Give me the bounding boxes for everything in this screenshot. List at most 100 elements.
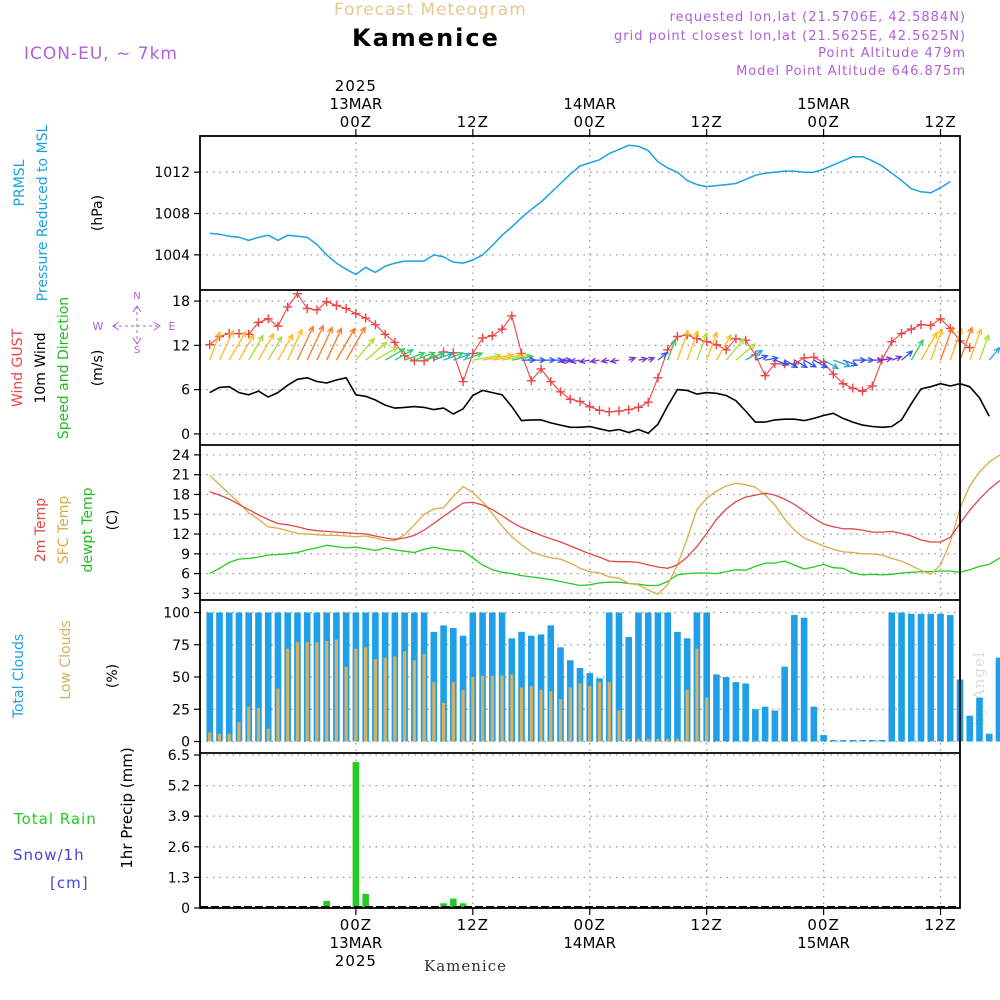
legend-prmsl: PRMSL [12,159,28,206]
wind-arrow-head [368,337,376,345]
y-tick-label: 0 [181,735,190,751]
wind-direction-arrow [881,356,894,363]
wind-arrow-shaft [218,330,234,361]
wind-arrow-shaft [277,334,294,361]
low-cloud-bar [646,738,650,742]
wind-arrow-shaft [715,334,732,361]
wind-direction-arrow [969,327,983,361]
wind-gust-marker [604,407,614,417]
wind-arrow-shaft [296,326,314,361]
total-cloud-bar [206,612,214,742]
wind-direction-arrow [765,355,780,362]
total-cloud-bar [664,612,671,742]
total-cloud-bar [820,735,827,742]
wind-direction-arrow [257,332,275,361]
wind-arrow-head [843,361,852,368]
ylabel-pressure: (hPa) [90,195,106,231]
wind-arrow-shaft [326,328,343,361]
wind-direction-arrow [676,329,690,361]
y-tick-label: 15 [172,507,190,523]
wind-direction-arrow [628,356,637,363]
y-tick-label: 1.3 [168,870,190,886]
wind-direction-arrow [384,348,406,361]
total-cloud-bar [615,612,623,742]
wind-arrow-shaft [745,350,763,361]
low-cloud-bar [461,689,465,742]
low-cloud-bar [471,677,475,742]
wind-arrow-head [391,346,399,353]
wind-arrow-shaft [511,355,534,361]
wind-arrow-head [287,333,294,341]
wind-gust-marker [556,387,566,397]
wind-gust-marker [312,305,322,315]
wind-speed-line [209,376,990,435]
low-cloud-bar [315,642,319,742]
wind-gust-marker [653,373,663,383]
total-cloud-bar [557,647,564,742]
wind-arrow-head [701,331,708,340]
total-cloud-bar [761,706,769,742]
wind-direction-arrow [443,351,465,361]
total-cloud-bar [518,631,525,742]
low-cloud-bar [675,738,680,742]
legend-low-clouds: Low Clouds [58,620,74,699]
compass-arrow-s [132,337,142,345]
wind-gust-marker [663,345,673,355]
total-cloud-bar [537,634,545,742]
wind-arrow-head [406,349,415,356]
wind-arrow-head [428,351,437,358]
total-cloud-bar [946,615,954,742]
wind-arrow-head [240,330,247,338]
wind-arrow-head [712,330,719,339]
wind-arrow-head [781,360,790,367]
wind-gust-marker [419,356,429,366]
wind-arrow-head [947,326,954,334]
wind-gust-marker [322,297,332,307]
wind-arrow-head [398,348,406,355]
ylabel-precip: 1hr Precip (mm) [118,747,136,868]
compass-arrow-n [132,305,142,313]
wind-arrow-head [336,327,343,335]
total-cloud-bar [859,740,866,742]
wind-arrow-head [318,324,324,332]
wind-arrow-head [748,343,757,350]
wind-gust-marker [380,329,390,339]
wind-arrow-head [268,332,275,340]
total-cloud-bar [937,613,944,742]
wind-arrow-shaft [394,349,414,361]
y-tick-label: 18 [172,487,190,503]
wind-gust-marker [390,337,400,347]
wind-arrow-shaft [891,356,902,361]
wind-arrow-shaft [920,332,938,361]
wind-direction-arrow [404,351,426,361]
total-cloud-bar [274,612,282,742]
wind-direction-arrow [823,359,840,370]
wind-arrow-head [578,357,586,365]
wind-direction-arrow [578,357,590,365]
y-tick-label: 0 [181,427,190,443]
wind-gust-marker [205,340,215,350]
wind-direction-arrow [209,330,222,361]
x-tick-label-top: 00Z [807,113,839,131]
low-cloud-bar [383,657,387,742]
low-cloud-bar [549,691,553,742]
low-cloud-bar [529,686,533,742]
wind-arrow-shaft [755,355,768,361]
wind-gust-marker [936,314,946,324]
wind-arrow-head [670,338,677,346]
wind-arrow-shaft [765,357,778,361]
wind-arrow-head [648,356,656,363]
year-label-bottom: 2025 [335,952,377,970]
footer-location: Kamenice [424,957,507,975]
y-tick-label: 0 [181,901,190,917]
compass-arrow-w [112,321,120,331]
low-cloud-bar [578,683,582,742]
wind-direction-arrow [774,359,790,367]
total-cloud-bar [625,637,633,742]
wind-direction-arrow [335,327,356,361]
wind-arrow-shaft [462,352,483,361]
wind-arrow-shaft [365,341,388,361]
wind-arrow-shaft [667,339,676,361]
total-cloud-bar [644,612,652,742]
wind-direction-arrow [394,349,415,361]
